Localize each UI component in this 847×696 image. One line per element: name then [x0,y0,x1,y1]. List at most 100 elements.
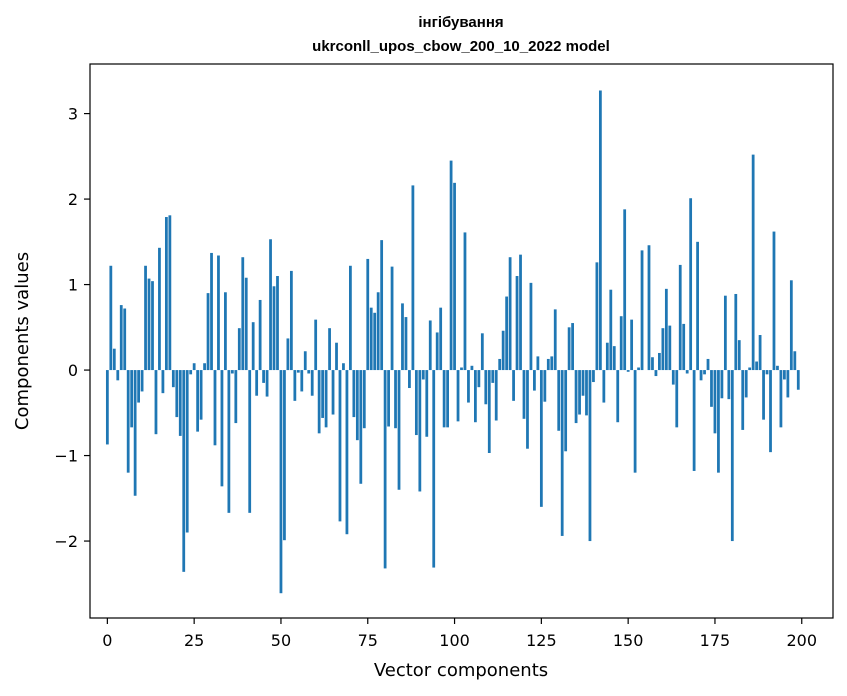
bar-73 [359,370,363,484]
bar-125 [539,370,543,507]
bar-86 [404,317,408,371]
bar-84 [397,370,401,490]
bar-168 [689,198,693,371]
bar-8 [133,370,137,496]
bar-131 [560,370,564,536]
bar-181 [734,293,738,371]
bar-108 [480,333,484,371]
bar-119 [519,254,522,371]
bar-137 [581,370,585,396]
bar-19 [171,370,175,388]
bar-102 [460,367,463,371]
bar-111 [491,370,495,383]
x-axis-label: Vector components [374,660,548,681]
x-tick-label: 175 [700,631,731,650]
bar-189 [762,370,765,420]
bar-76 [369,307,373,371]
bar-0 [105,370,109,445]
bar-69 [345,370,349,535]
bar-60 [314,319,318,371]
bar-104 [467,370,470,403]
bar-62 [321,370,325,418]
bar-169 [692,370,696,471]
bar-7 [130,370,134,428]
bar-13 [151,281,154,371]
bar-121 [526,370,529,449]
bar-100 [453,182,456,371]
bar-38 [237,328,241,371]
bar-144 [605,342,609,371]
bar-79 [380,240,384,371]
bar-98 [446,370,449,428]
bar-91 [421,370,425,380]
bar-173 [706,358,710,371]
bar-77 [373,312,377,371]
bar-24 [189,370,193,375]
bar-64 [328,328,331,371]
bar-184 [744,370,748,398]
bar-48 [272,286,276,371]
x-tick-label: 125 [526,631,557,650]
bar-17 [164,217,168,371]
bar-197 [789,280,793,371]
x-tick-label: 50 [271,631,291,650]
bar-34 [224,292,227,371]
bar-188 [758,335,762,371]
y-tick-label: 0 [68,361,78,380]
bar-139 [588,370,592,542]
bar-196 [786,370,790,398]
bar-191 [769,370,772,453]
bar-5 [123,308,127,371]
bar-161 [664,288,668,371]
bar-171 [699,370,703,381]
bar-156 [647,245,651,371]
bar-4 [119,305,123,371]
y-axis-label: Components values [12,252,33,430]
bar-66 [335,342,338,371]
bar-74 [362,370,366,429]
bar-15 [158,247,161,371]
bar-153 [637,367,640,371]
bar-57 [303,351,307,371]
bar-178 [723,295,727,371]
bar-164 [675,370,679,428]
bar-3 [116,370,120,381]
bar-194 [779,370,783,428]
bar-26 [196,370,200,432]
bar-177 [720,370,724,399]
bar-133 [567,327,571,371]
x-tick-label: 100 [439,631,470,650]
bar-146 [612,346,616,371]
bar-182 [737,340,741,371]
bar-6 [126,370,130,473]
bar-85 [401,303,404,371]
bar-87 [408,370,411,389]
bar-99 [449,160,453,371]
bar-150 [626,370,630,372]
bar-16 [161,370,165,394]
bar-140 [592,370,595,383]
bar-55 [296,370,300,373]
bar-193 [776,365,779,371]
y-tick-label: 3 [68,105,78,124]
bar-145 [609,289,613,371]
bar-120 [522,370,526,419]
bar-105 [470,365,474,371]
bar-63 [324,370,328,428]
bar-88 [411,185,415,371]
bar-198 [793,351,797,371]
bar-166 [682,323,686,371]
bar-151 [630,319,634,371]
bar-124 [536,356,540,371]
bar-199 [796,370,800,390]
bar-149 [623,209,627,371]
bar-81 [387,370,390,427]
bar-11 [144,265,147,371]
bar-44 [258,299,262,371]
bar-122 [529,282,533,371]
bar-172 [703,370,706,375]
bar-42 [251,322,255,371]
bar-141 [595,262,599,371]
x-tick-label: 75 [358,631,378,650]
